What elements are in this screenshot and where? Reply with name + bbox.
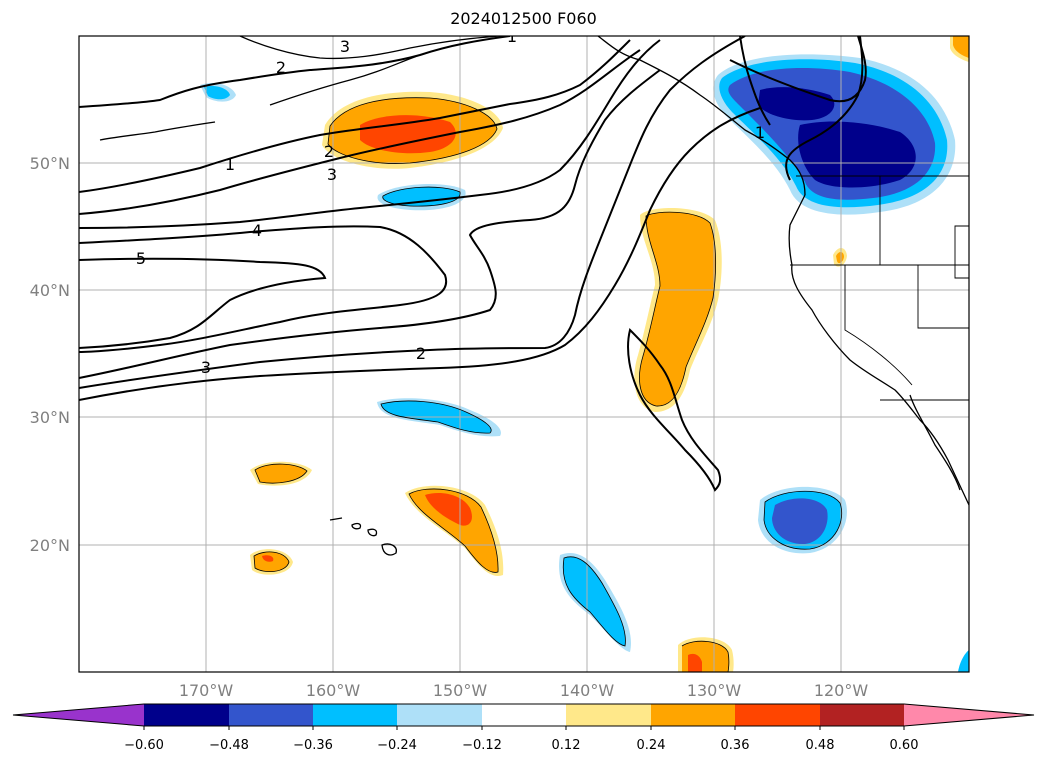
coastlines	[99, 36, 969, 556]
lon-label: 140°W	[560, 681, 615, 700]
colorbar: −0.60 −0.48 −0.36 −0.24 −0.12 0.12 0.24 …	[12, 703, 1035, 753]
lon-label: 160°W	[306, 681, 361, 700]
colorbar-segment	[651, 704, 735, 726]
contour-label: 2	[276, 58, 286, 77]
lat-label: 50°N	[30, 154, 70, 173]
latitude-labels: 50°N 40°N 30°N 20°N	[30, 154, 70, 555]
lon-label: 120°W	[814, 681, 869, 700]
contours	[79, 36, 867, 492]
colorbar-tick-label: −0.36	[293, 738, 333, 753]
negative-anomaly-corner	[958, 650, 969, 672]
colorbar-tick-label: 0.48	[806, 738, 835, 753]
positive-anomaly-corner	[950, 36, 969, 62]
lat-label: 40°N	[30, 281, 70, 300]
gridlines	[79, 36, 969, 672]
colorbar-tick-label: −0.48	[209, 738, 249, 753]
colorbar-tick-label: 0.24	[637, 738, 666, 753]
lat-label: 30°N	[30, 408, 70, 427]
anomaly-outlines	[253, 97, 843, 672]
colorbar-segment	[229, 704, 313, 726]
contour-label: 3	[201, 358, 211, 377]
negative-anomaly-small-4	[758, 486, 847, 554]
colorbar-segment	[735, 704, 820, 726]
map-frame	[78, 35, 970, 673]
lon-label: 170°W	[179, 681, 234, 700]
colorbar-tick-label: −0.60	[124, 738, 164, 753]
contour-label: 1	[225, 155, 235, 174]
positive-anomaly-small-3	[250, 549, 293, 575]
political-boundaries	[790, 175, 969, 401]
lon-label: 150°W	[433, 681, 488, 700]
negative-anomaly-pacific-nw	[713, 54, 956, 215]
colorbar-tick-labels: −0.60 −0.48 −0.36 −0.24 −0.12 0.12 0.24 …	[124, 738, 918, 753]
contour-labels: 1 2 3 4 5 3 2 1 2 3 1	[136, 27, 765, 377]
positive-anomaly-small-5	[833, 247, 847, 267]
contour-label: 3	[340, 37, 350, 56]
colorbar-tick-label: 0.12	[552, 738, 581, 753]
contour-label: 2	[416, 344, 426, 363]
contour-label: 1	[755, 123, 765, 142]
positive-anomaly-north	[322, 91, 503, 169]
colorbar-tick-label: −0.12	[462, 738, 502, 753]
colorbar-extend-min	[13, 704, 144, 726]
positive-anomaly-small-4	[678, 637, 734, 672]
colorbar-ticks	[143, 726, 905, 730]
contour-label: 5	[136, 249, 146, 268]
negative-anomaly-small-1	[200, 83, 236, 102]
colorbar-segment	[820, 704, 904, 726]
colorbar-segment	[397, 704, 482, 726]
colorbar-tick-label: −0.24	[377, 738, 417, 753]
contour-label: 2	[324, 142, 334, 161]
negative-anomaly-small-5	[559, 552, 631, 652]
map-area: 1 2 3 4 5 3 2 1 2 3 1	[79, 27, 969, 672]
colorbar-tick-label: 0.60	[890, 738, 919, 753]
colorbar-tick-label: 0.36	[721, 738, 750, 753]
lat-label: 20°N	[30, 536, 70, 555]
colorbar-segment	[144, 704, 229, 726]
colorbar-segment	[566, 704, 651, 726]
contour-label: 4	[252, 221, 262, 240]
longitude-labels: 170°W 160°W 150°W 140°W 130°W 120°W	[179, 681, 869, 700]
colorbar-segment	[482, 704, 566, 726]
contour-label: 1	[507, 27, 517, 46]
contour-label: 3	[327, 165, 337, 184]
positive-anomaly-small-1	[250, 461, 312, 486]
colorbar-extend-max	[904, 704, 1034, 726]
map-title: 2024012500 F060	[450, 9, 597, 28]
lon-label: 130°W	[687, 681, 742, 700]
colorbar-segment	[313, 704, 397, 726]
